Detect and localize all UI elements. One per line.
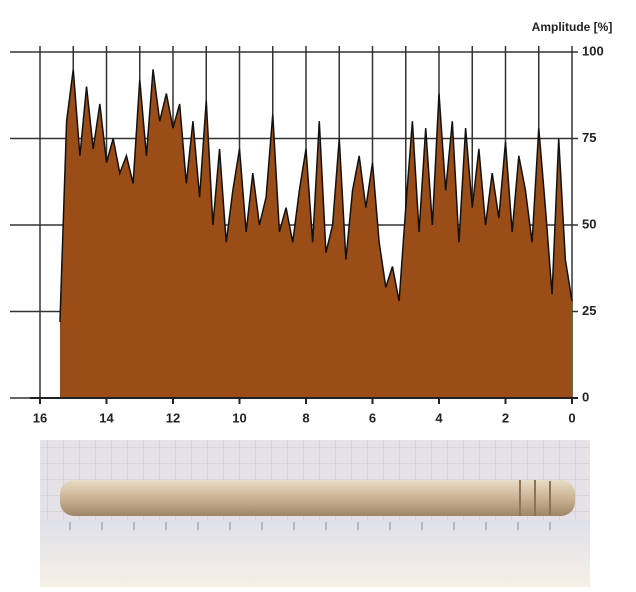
- core-cracks: [519, 480, 551, 516]
- x-tick-label: 6: [369, 410, 376, 425]
- y-tick-label: 75: [582, 130, 596, 145]
- core-photo: [40, 440, 590, 587]
- line: [59, 69, 573, 322]
- x-tick-label: 14: [99, 410, 114, 425]
- core-sample: [60, 480, 575, 516]
- y-tick-label: 50: [582, 216, 596, 231]
- x-tick-label: 16: [33, 410, 47, 425]
- x-tick-label: 4: [435, 410, 443, 425]
- y-axis-label: Amplitude [%]: [532, 20, 613, 34]
- x-tick-label: 12: [166, 410, 180, 425]
- x-tick-label: 8: [302, 410, 309, 425]
- plot-area: 16 14 12 10 8 6 4 2 00 25 50 75 100: [10, 43, 604, 425]
- area: [59, 69, 572, 399]
- x-tick-label: 0: [568, 410, 575, 425]
- ruler-ticks: [69, 522, 551, 530]
- x-tick-label: 2: [502, 410, 509, 425]
- y-tick-label: 0: [582, 389, 589, 404]
- y-tick-label: 100: [582, 43, 604, 58]
- ruler: [40, 520, 590, 587]
- y-tick-label: 25: [582, 303, 596, 318]
- x-tick-label: 10: [232, 410, 246, 425]
